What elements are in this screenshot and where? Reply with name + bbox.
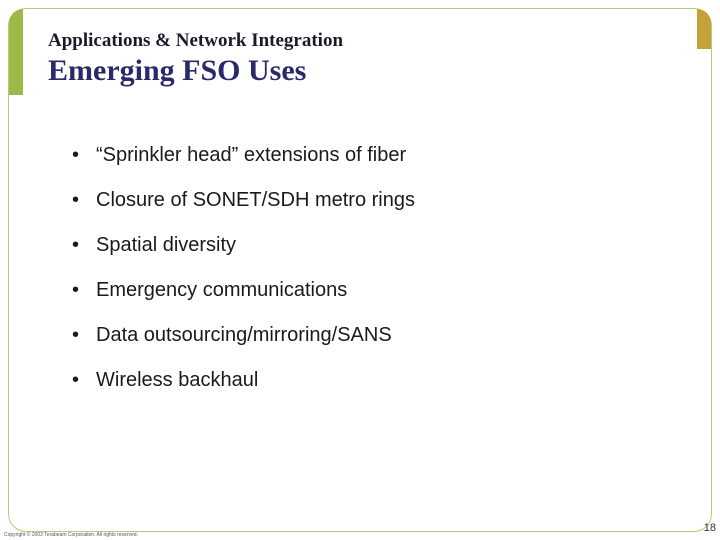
bullet-list: “Sprinkler head” extensions of fiber Clo… [48, 144, 672, 392]
list-item: Emergency communications [72, 279, 672, 302]
copyright-text: Copyright © 2002 Terabeam Corporation. A… [4, 532, 138, 538]
right-accent-bar [697, 9, 711, 49]
page-number: 18 [704, 522, 716, 534]
list-item: Spatial diversity [72, 234, 672, 257]
slide-subtitle: Applications & Network Integration [48, 30, 672, 52]
slide-title: Emerging FSO Uses [48, 54, 672, 88]
list-item: Closure of SONET/SDH metro rings [72, 189, 672, 212]
list-item: Wireless backhaul [72, 369, 672, 392]
list-item: Data outsourcing/mirroring/SANS [72, 324, 672, 347]
slide-content: Applications & Network Integration Emerg… [48, 30, 672, 414]
list-item: “Sprinkler head” extensions of fiber [72, 144, 672, 167]
left-accent-bar [9, 9, 23, 95]
